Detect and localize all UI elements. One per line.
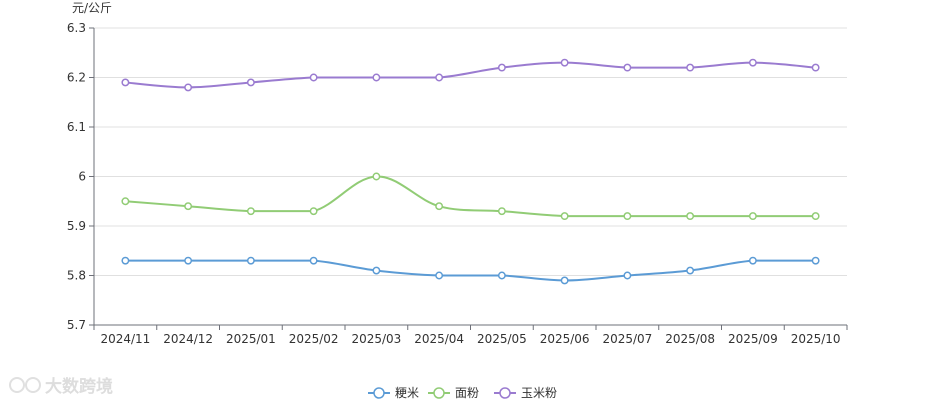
y-tick-label: 5.9 [67, 219, 86, 233]
series-line [125, 175, 816, 218]
series-3 [121, 58, 820, 92]
data-point[interactable] [246, 207, 255, 216]
data-point[interactable] [435, 73, 444, 82]
y-tick-label: 6.3 [67, 21, 86, 35]
series-group [121, 58, 820, 285]
data-point[interactable] [560, 58, 569, 67]
data-point[interactable] [246, 78, 255, 87]
x-tick-label: 2025/06 [540, 332, 590, 346]
data-point[interactable] [497, 63, 506, 72]
series-2 [121, 172, 820, 221]
data-point[interactable] [309, 73, 318, 82]
x-tick-label: 2025/03 [351, 332, 401, 346]
x-tick-label: 2025/09 [728, 332, 778, 346]
data-point[interactable] [184, 83, 193, 92]
legend-marker-icon [433, 387, 445, 399]
legend-marker-icon [373, 387, 385, 399]
data-point[interactable] [435, 202, 444, 211]
y-tick-label: 6.1 [67, 120, 86, 134]
data-point[interactable] [686, 266, 695, 275]
data-point[interactable] [748, 212, 757, 221]
data-point[interactable] [121, 78, 130, 87]
legend-label: 面粉 [455, 386, 479, 400]
watermark-logo-icon [9, 377, 41, 393]
data-point[interactable] [811, 63, 820, 72]
y-tick-label: 6 [78, 170, 86, 184]
series-line [125, 61, 816, 89]
data-point[interactable] [184, 202, 193, 211]
data-point[interactable] [497, 271, 506, 280]
data-point[interactable] [246, 256, 255, 265]
x-tick-label: 2025/04 [414, 332, 464, 346]
x-tick-label: 2024/12 [163, 332, 213, 346]
data-point[interactable] [623, 212, 632, 221]
data-point[interactable] [686, 212, 695, 221]
legend-marker-icon [499, 387, 511, 399]
legend[interactable]: 粳米 面粉 玉米粉 [368, 386, 557, 400]
y-tick-label: 6.2 [67, 71, 86, 85]
legend-item[interactable]: 玉米粉 [494, 386, 557, 400]
watermark: 大数跨境 [9, 376, 113, 397]
x-tick-label: 2025/07 [602, 332, 652, 346]
data-point[interactable] [811, 212, 820, 221]
data-point[interactable] [623, 63, 632, 72]
data-point[interactable] [309, 256, 318, 265]
data-point[interactable] [748, 58, 757, 67]
watermark-text: 大数跨境 [45, 376, 113, 397]
data-point[interactable] [811, 256, 820, 265]
data-point[interactable] [372, 172, 381, 181]
series-line [125, 259, 816, 282]
x-tick-label: 2024/11 [100, 332, 150, 346]
x-tick-labels: 2024/11 2024/12 2025/01 2025/02 2025/03 2025/… [93, 325, 848, 346]
data-point[interactable] [121, 197, 130, 206]
data-point[interactable] [435, 271, 444, 280]
data-point[interactable] [686, 63, 695, 72]
data-point[interactable] [497, 207, 506, 216]
y-tick-label: 5.7 [67, 318, 86, 332]
legend-item[interactable]: 面粉 [428, 386, 479, 400]
y-tick-label: 5.8 [67, 269, 86, 283]
data-point[interactable] [184, 256, 193, 265]
data-point[interactable] [560, 212, 569, 221]
legend-item[interactable]: 粳米 [368, 386, 419, 400]
grid-lines [94, 27, 847, 276]
x-tick-label: 2025/10 [791, 332, 841, 346]
y-tick-labels: 5.7 5.8 5.9 6 6.1 6.2 6.3 [67, 21, 86, 332]
series-1 [121, 256, 820, 285]
data-point[interactable] [560, 276, 569, 285]
y-axis-unit-label: 元/公斤 [72, 1, 112, 15]
data-point[interactable] [309, 207, 318, 216]
x-tick-label: 2025/08 [665, 332, 715, 346]
x-tick-label: 2025/01 [226, 332, 276, 346]
legend-label: 粳米 [395, 386, 419, 400]
data-point[interactable] [623, 271, 632, 280]
legend-label: 玉米粉 [521, 386, 557, 400]
x-tick-label: 2025/05 [477, 332, 527, 346]
data-point[interactable] [372, 73, 381, 82]
data-point[interactable] [372, 266, 381, 275]
x-tick-label: 2025/02 [289, 332, 339, 346]
data-point[interactable] [121, 256, 130, 265]
data-point[interactable] [748, 256, 757, 265]
